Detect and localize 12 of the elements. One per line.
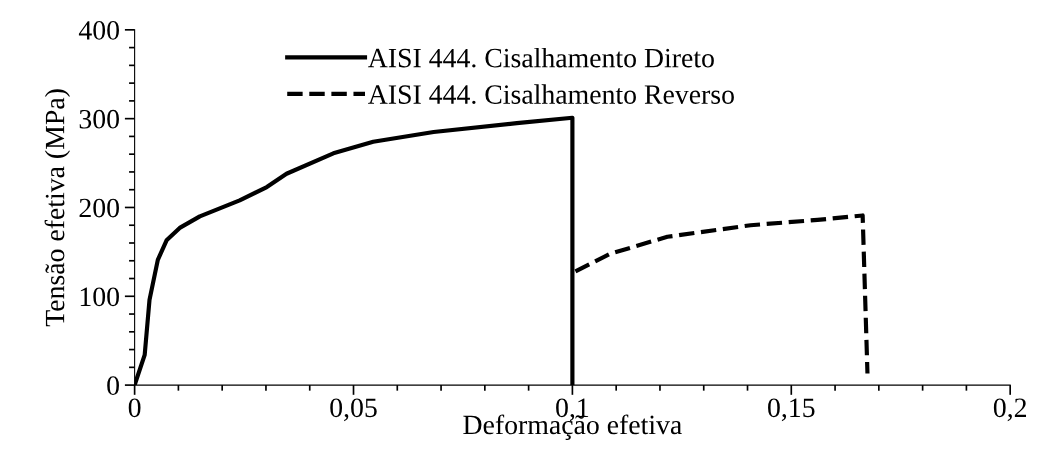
- x-tick-label: 0,05: [330, 398, 377, 422]
- y-axis-title: Tensão efetiva (MPa): [44, 89, 71, 327]
- x-tick-label: 0,2: [993, 398, 1027, 422]
- legend-label: AISI 444. Cisalhamento Reverso: [368, 84, 734, 105]
- legend-label: AISI 444. Cisalhamento Direto: [368, 47, 714, 68]
- y-tick-label: 300: [79, 109, 119, 129]
- x-tick-label: 0: [128, 398, 141, 418]
- x-tick-label: 0,15: [768, 398, 815, 422]
- y-tick-label: 0: [107, 376, 119, 396]
- y-tick-label: 200: [79, 198, 119, 218]
- y-tick-label: 400: [78, 21, 119, 40]
- y-tick-label: 100: [80, 287, 119, 307]
